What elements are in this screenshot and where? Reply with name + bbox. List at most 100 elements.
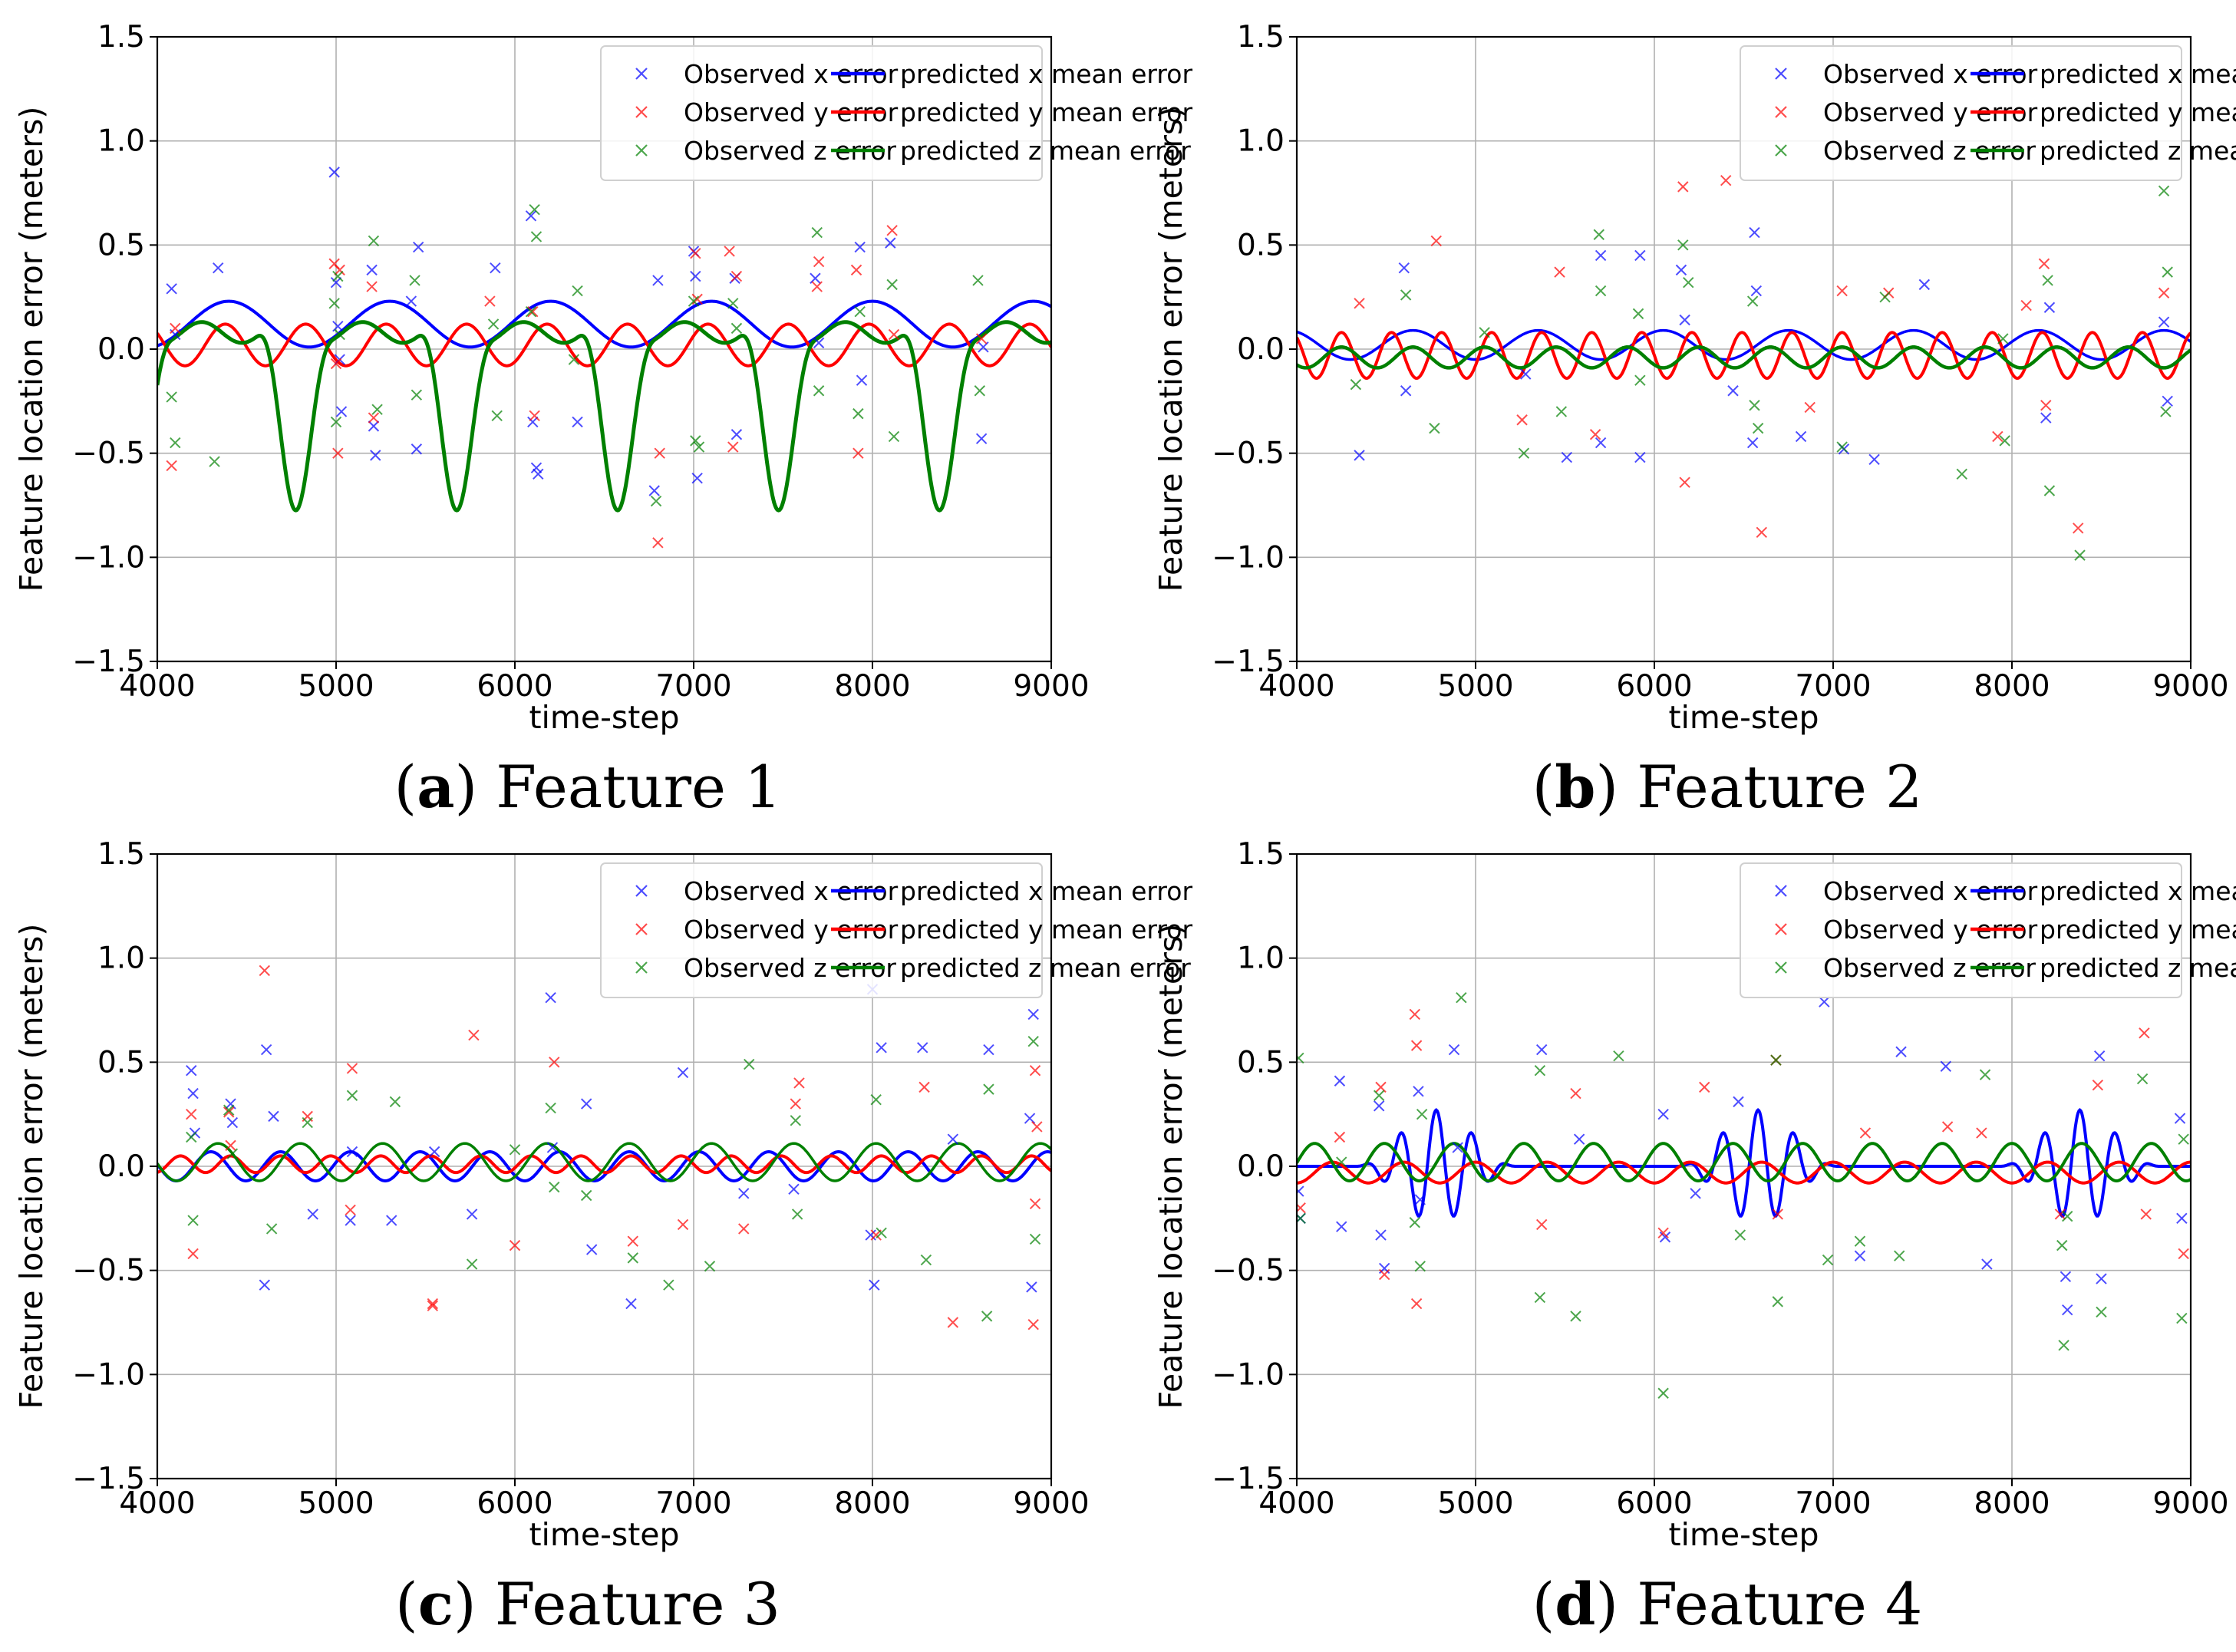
chart-a-observed-y-point: [975, 333, 988, 345]
chart-a-observed-y-point: [330, 358, 342, 370]
chart-b-observed-z-point: [2158, 185, 2170, 196]
chart-b-observed-x-point: [1354, 450, 1365, 461]
chart-c-observed-z-point: [983, 1083, 994, 1095]
chart-d-observed-y-point: [2140, 1208, 2152, 1220]
chart-b-observed-y-point: [1679, 476, 1690, 488]
chart-c-observed-x-point: [869, 1279, 880, 1291]
chart-b-observed-z-point: [1593, 229, 1604, 240]
chart-d-ytick-label: −0.5: [1212, 1254, 1285, 1288]
chart-c-observed-z-point: [981, 1311, 993, 1322]
chart-a-observed-x-point: [730, 429, 743, 440]
chart-a-xtick-label: 8000: [834, 669, 910, 704]
chart-a-legend-label: predicted z mean error: [900, 136, 1191, 166]
chart-a-legend-observed-x-marker: [635, 68, 648, 80]
chart-b-observed-z-point: [1350, 378, 1362, 391]
chart-d-observed-y-point: [1375, 1081, 1387, 1093]
chart-b-observed-x-point: [1400, 385, 1412, 397]
caption-feature-2: (b) Feature 2: [1532, 753, 1923, 821]
chart-b-observed-z-point: [2042, 275, 2053, 286]
chart-b-xtick-label: 4000: [1258, 669, 1334, 704]
caption-feature-3: (c) Feature 3: [395, 1570, 780, 1638]
chart-a-observed-y-point: [850, 264, 862, 276]
chart-d-observed-x-point: [1448, 1044, 1460, 1056]
chart-c-ytick-label: 0.5: [97, 1045, 145, 1080]
chart-b-observed-z-point: [1400, 289, 1412, 301]
chart-a-observed-y-point: [690, 247, 701, 259]
chart-c-observed-y-point: [947, 1317, 959, 1328]
chart-a-ytick-label: −0.5: [72, 437, 145, 471]
chart-b-legend-observed-y-marker: [1775, 106, 1787, 118]
panel-feature-1: 4000 5000 6000 7000 8000 9000 −1.5 −1.0 −0.5 0.0 0…: [13, 20, 1192, 736]
chart-a-observed-z-point: [209, 456, 220, 467]
chart-c-observed-y-point: [225, 1139, 236, 1152]
chart-b-observed-z-point: [1683, 276, 1694, 289]
chart-c-observed-z-point: [265, 1223, 278, 1235]
chart-a-observed-x-point: [166, 283, 177, 295]
chart-b-observed-z-point: [1632, 308, 1644, 320]
chart-c-xtick-label: 5000: [298, 1486, 374, 1521]
chart-c-observed-y-point: [1027, 1319, 1039, 1331]
chart-d-ytick-label: −1.5: [1212, 1462, 1285, 1496]
chart-b-legend-label: predicted z mean error: [2040, 136, 2236, 166]
chart-c-observed-x-point: [345, 1215, 356, 1226]
chart-c-observed-y-point: [427, 1298, 439, 1310]
chart-c-observed-z-point: [1027, 1035, 1039, 1047]
chart-a-observed-y-point: [166, 460, 177, 472]
chart-d-observed-z-point: [1456, 992, 1467, 1004]
chart-b-predicted-x-line: [1297, 328, 2191, 361]
chart-d-observed-z-point: [1416, 1108, 1428, 1120]
chart-d-predicted-y-line: [1297, 1160, 2191, 1185]
chart-a-observed-x-point: [412, 241, 424, 253]
chart-b-observed-y-point: [2158, 287, 2170, 298]
chart-a-observed-y-point: [368, 412, 380, 424]
chart-d-observed-y-point: [1570, 1087, 1581, 1100]
chart-a-observed-y-point: [654, 447, 665, 459]
chart-d-observed-x-point: [1414, 1194, 1426, 1205]
chart-c-xtick-label: 8000: [834, 1486, 910, 1521]
chart-c-legend-label: predicted y mean error: [900, 915, 1192, 945]
chart-c-legend-observed-y-marker: [635, 923, 648, 935]
chart-b-xtick-label: 5000: [1437, 669, 1513, 704]
chart-c-observed-x-point: [259, 1279, 271, 1291]
chart-a-observed-z-point: [688, 295, 700, 307]
chart-d-legend-observed-z-marker: [1775, 961, 1787, 974]
chart-a-observed-x-point: [525, 210, 537, 222]
chart-a-observed-z-point: [411, 389, 423, 401]
chart-a-ytick-label: 1.0: [97, 124, 145, 159]
chart-c-predicted-x-line: [157, 1149, 1051, 1183]
chart-a-observed-z-point: [487, 318, 500, 330]
chart-c-observed-y-point: [346, 1063, 358, 1074]
chart-a-observed-x-point: [652, 275, 664, 286]
chart-a-observed-z-point: [572, 285, 583, 297]
chart-b-ytick-label: 0.0: [1237, 332, 1285, 367]
chart-d-observed-x-point: [2062, 1304, 2073, 1316]
chart-b-ytick-label: 1.0: [1237, 124, 1285, 159]
chart-a-observed-x-point: [533, 468, 544, 480]
chart-b-observed-x-point: [1746, 437, 1759, 449]
chart-c-observed-x-point: [346, 1146, 358, 1158]
chart-a-observed-y-point: [730, 270, 743, 282]
chart-b-observed-z-point: [1752, 422, 1764, 434]
chart-b-observed-z-point: [2160, 406, 2172, 417]
chart-d-observed-z-point: [1409, 1217, 1420, 1228]
chart-b-observed-y-point: [1516, 414, 1528, 426]
chart-c-observed-x-point: [738, 1188, 750, 1199]
chart-c-observed-z-point: [790, 1115, 802, 1126]
chart-c-ytick-label: −1.5: [72, 1462, 145, 1496]
chart-d-observed-z-point: [1414, 1261, 1426, 1272]
chart-b-observed-x-point: [1750, 285, 1763, 297]
chart-d-legend-label: predicted y mean error: [2040, 915, 2236, 945]
chart-d-legend: [1740, 862, 2182, 998]
chart-a-observed-z-point: [529, 203, 540, 216]
chart-c-observed-x-point: [546, 1142, 559, 1153]
chart-d-observed-y-point: [1699, 1081, 1710, 1093]
chart-a-observed-x-point: [328, 167, 340, 178]
chart-d-observed-x-point: [1373, 1100, 1385, 1112]
chart-b-observed-x-point: [1918, 279, 1931, 291]
chart-d-xtick-label: 8000: [1974, 1486, 2050, 1521]
chart-d-observed-y-point: [1410, 1040, 1423, 1051]
chart-c-ytick-label: 1.0: [97, 941, 145, 976]
chart-b-observed-z-point: [1518, 447, 1530, 459]
chart-a-observed-x-point: [810, 272, 821, 284]
